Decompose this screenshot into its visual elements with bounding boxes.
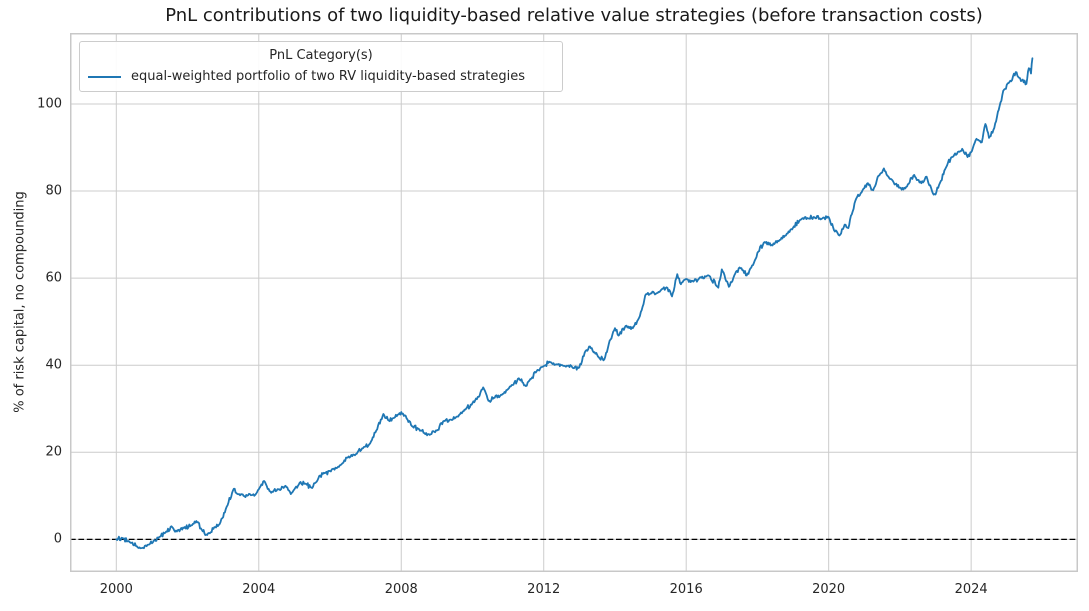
y-axis-label: % of risk capital, no compounding — [12, 191, 28, 413]
x-tick-label: 2012 — [527, 582, 561, 597]
y-tick-label: 60 — [45, 270, 62, 286]
pnl-series-line — [115, 57, 1034, 550]
legend-title: PnL Category(s) — [269, 48, 373, 63]
legend: PnL Category(s) equal-weighted portfolio… — [79, 41, 563, 92]
y-tick-label: 80 — [45, 183, 62, 199]
x-tick-label: 2000 — [99, 582, 133, 597]
x-tick-label: 2008 — [384, 582, 418, 597]
chart-title: PnL contributions of two liquidity-based… — [165, 5, 983, 26]
x-tick-label: 2004 — [242, 582, 276, 597]
y-tick-label: 0 — [53, 531, 62, 547]
x-tick-label: 2016 — [669, 582, 703, 597]
legend-entry: equal-weighted portfolio of two RV liqui… — [88, 69, 554, 84]
plot-area: PnL Category(s) equal-weighted portfolio… — [70, 33, 1078, 572]
y-tick-label: 100 — [37, 96, 62, 112]
legend-line-sample — [88, 75, 121, 78]
legend-entry-label: equal-weighted portfolio of two RV liqui… — [131, 69, 526, 85]
x-tick-label: 2024 — [954, 582, 988, 597]
y-tick-label: 20 — [45, 444, 62, 460]
x-tick-label: 2020 — [812, 582, 846, 597]
plot-frame — [70, 33, 1078, 572]
chart-canvas — [70, 33, 1078, 572]
y-tick-label: 40 — [45, 357, 62, 373]
